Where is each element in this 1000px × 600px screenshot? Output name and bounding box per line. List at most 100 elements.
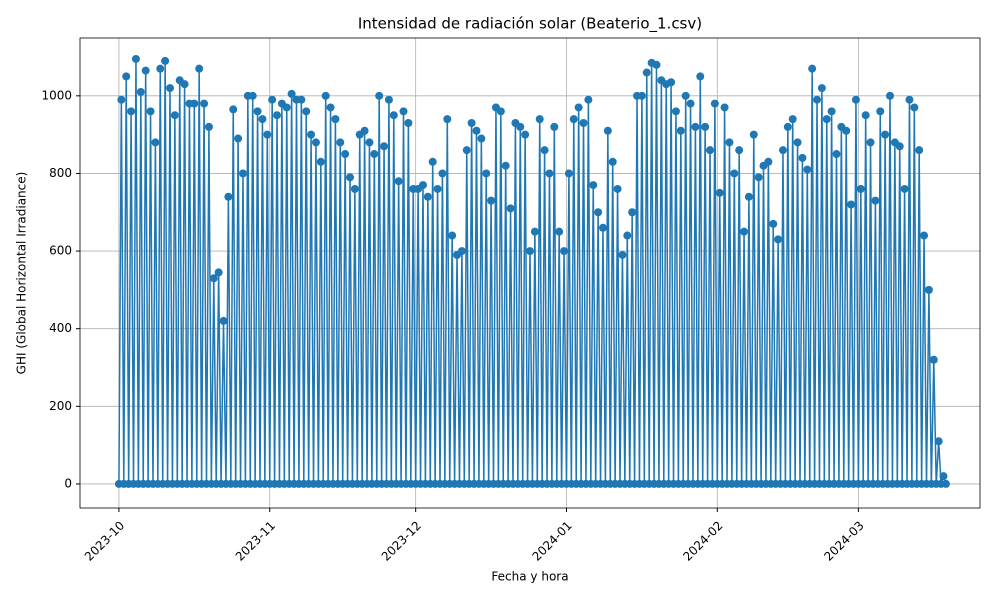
- data-point: [360, 126, 369, 135]
- data-point: [268, 95, 277, 104]
- data-point: [686, 99, 695, 108]
- data-point: [521, 130, 530, 139]
- data-line: [118, 58, 947, 485]
- data-point: [691, 122, 700, 131]
- x-tick-label: 2024-01: [529, 518, 574, 563]
- data-point: [467, 118, 476, 127]
- data-point: [886, 91, 894, 100]
- data-point: [740, 227, 749, 236]
- data-point: [788, 115, 797, 124]
- data-point: [229, 105, 238, 114]
- data-point: [701, 122, 710, 131]
- data-point: [487, 196, 496, 205]
- y-tick-label: 200: [49, 399, 72, 413]
- data-point: [905, 95, 914, 104]
- data-point: [170, 111, 179, 120]
- data-point: [282, 103, 291, 112]
- data-point: [803, 165, 812, 174]
- data-point: [307, 130, 316, 139]
- data-point: [798, 153, 807, 162]
- x-tick-label: 2024-02: [680, 518, 725, 563]
- data-point: [920, 231, 929, 240]
- data-point: [214, 268, 223, 277]
- data-point: [482, 169, 491, 178]
- data-point: [180, 80, 189, 89]
- data-point: [248, 91, 257, 100]
- data-point: [219, 316, 228, 325]
- data-point: [496, 107, 505, 116]
- data-point: [238, 169, 247, 178]
- y-tick-label: 1000: [41, 88, 72, 102]
- data-point: [462, 146, 471, 155]
- data-point: [783, 122, 792, 131]
- data-point: [671, 107, 680, 116]
- data-point: [195, 64, 204, 73]
- data-point: [166, 84, 174, 93]
- data-point: [871, 196, 880, 205]
- data-point: [939, 472, 948, 481]
- data-point: [428, 157, 437, 166]
- data-point: [331, 115, 340, 124]
- data-point: [535, 115, 544, 124]
- data-point: [209, 274, 218, 283]
- data-point: [389, 111, 398, 120]
- data-point: [540, 146, 549, 155]
- data-point: [316, 157, 325, 166]
- data-point: [623, 231, 632, 240]
- x-tick-label: 2024-03: [821, 518, 866, 563]
- data-point: [744, 192, 753, 201]
- data-point: [569, 115, 578, 124]
- y-tick-label: 600: [49, 244, 72, 258]
- data-point: [131, 54, 140, 63]
- data-point: [769, 219, 778, 228]
- data-point: [253, 107, 262, 116]
- data-point: [589, 181, 598, 190]
- x-tick-label: 2023-10: [82, 518, 127, 563]
- data-point: [813, 95, 822, 104]
- data-point: [637, 91, 646, 100]
- data-point: [584, 95, 593, 104]
- data-point: [613, 184, 622, 193]
- data-point: [122, 72, 131, 81]
- data-point: [346, 173, 354, 182]
- data-point: [667, 78, 676, 87]
- data-point: [608, 157, 617, 166]
- data-point: [934, 437, 943, 446]
- data-point: [545, 169, 554, 178]
- data-point: [448, 231, 457, 240]
- data-point: [297, 95, 306, 104]
- data-point: [136, 87, 145, 96]
- data-point: [832, 150, 841, 159]
- data-point: [263, 130, 272, 139]
- data-point: [642, 68, 651, 77]
- data-point: [258, 115, 267, 124]
- data-point: [710, 99, 719, 108]
- data-point: [433, 184, 442, 193]
- data-point: [628, 208, 637, 217]
- data-point: [881, 130, 890, 139]
- data-point: [404, 118, 413, 127]
- x-tick-label: 2023-11: [233, 518, 278, 563]
- data-point: [929, 355, 938, 364]
- data-point: [827, 107, 836, 116]
- y-tick-label: 0: [64, 476, 72, 490]
- data-point: [516, 122, 525, 131]
- data-point: [895, 142, 904, 151]
- plot-frame: [79, 37, 981, 509]
- data-point: [204, 122, 213, 131]
- data-point: [715, 188, 724, 197]
- x-axis-label: Fecha y hora: [491, 570, 568, 584]
- data-point: [341, 150, 350, 159]
- data-point: [530, 227, 539, 236]
- data-point: [224, 192, 233, 201]
- data-point: [706, 146, 714, 155]
- data-point: [555, 227, 564, 236]
- data-point: [399, 107, 408, 116]
- data-point: [764, 157, 773, 166]
- data-point: [161, 56, 170, 65]
- data-point: [941, 479, 950, 488]
- data-point: [749, 130, 758, 139]
- data-point: [365, 138, 374, 147]
- data-point: [560, 247, 569, 256]
- data-point: [200, 99, 209, 108]
